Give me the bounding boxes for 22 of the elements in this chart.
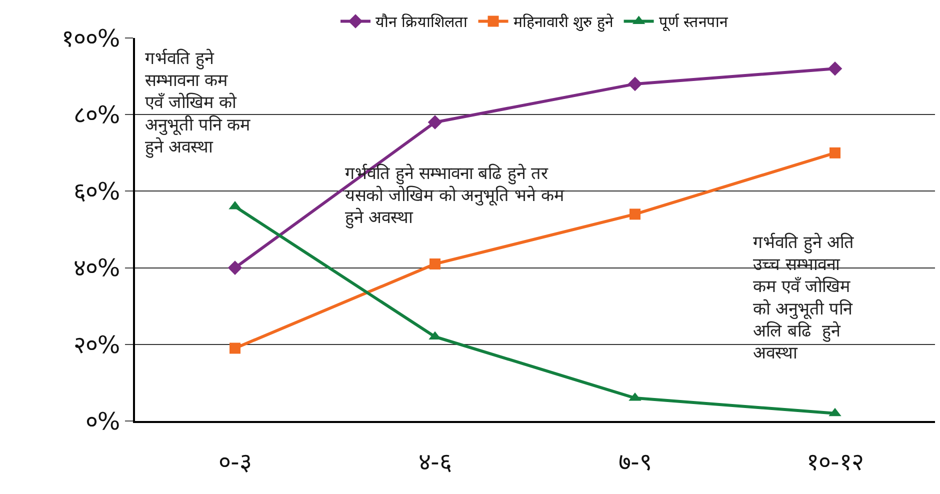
point: [628, 76, 642, 92]
x-tick-label: ७-९: [618, 448, 652, 476]
point: [830, 147, 840, 158]
point: [428, 115, 442, 130]
annotation: गर्भवति हुने सम्भावना कम एवँ जोखिम को अनुभूती पनि कम हुने अवस्था: [145, 48, 251, 158]
legend-label: पूर्ण स्तनपान: [658, 13, 729, 32]
y-tick-label: ६०%: [73, 178, 120, 206]
y-tick-label: ८०%: [73, 101, 120, 129]
x-tick-label: ०-३: [218, 448, 252, 476]
y-tick-label: १००%: [61, 24, 120, 52]
point: [630, 208, 640, 220]
point: [430, 258, 440, 270]
y-tick-label: ४०%: [73, 254, 120, 282]
point: [230, 342, 240, 354]
point: [228, 260, 242, 275]
legend-label: यौन क्रियाशिलता: [376, 13, 468, 32]
x-tick-label: १०-१२: [806, 448, 864, 476]
legend-label: महिनावारी शुरु हुने: [513, 13, 614, 32]
x-tick-label: ४-६: [418, 448, 452, 476]
y-tick-label: २०%: [73, 330, 120, 359]
point: [828, 61, 842, 76]
y-tick-label: ०%: [85, 407, 120, 436]
